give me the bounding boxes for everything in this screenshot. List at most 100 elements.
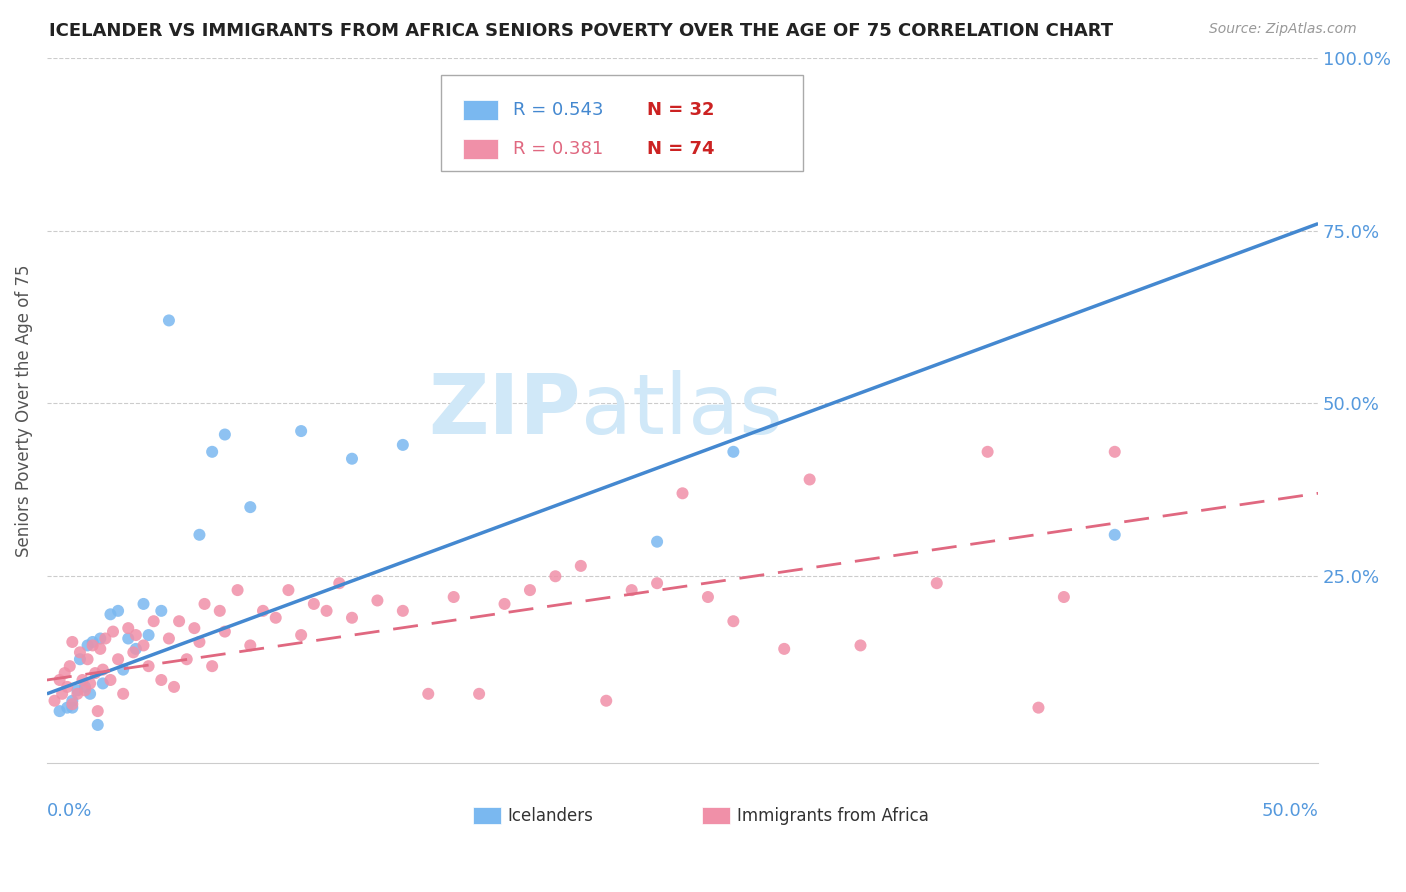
Point [1104, 445, 1126, 459]
Point [569, 558, 592, 573]
Point [176, 652, 198, 666]
Point [122, 645, 145, 659]
Point [183, 621, 205, 635]
Text: Immigrants from Africa: Immigrants from Africa [737, 807, 929, 825]
Point [76, 639, 98, 653]
Point [925, 576, 948, 591]
Point [89, 641, 111, 656]
Point [89, 632, 111, 646]
Point [132, 639, 155, 653]
Point [645, 534, 668, 549]
Point [849, 639, 872, 653]
Point [142, 614, 165, 628]
Point [117, 632, 139, 646]
Point [51, 687, 73, 701]
Point [392, 438, 415, 452]
Point [201, 659, 224, 673]
Text: ZIP: ZIP [429, 370, 581, 450]
Text: R = 0.381: R = 0.381 [513, 140, 603, 159]
Point [214, 624, 236, 639]
Point [723, 614, 745, 628]
Point [79, 687, 101, 701]
Point [264, 611, 287, 625]
Point [799, 473, 821, 487]
Point [620, 583, 643, 598]
Point [519, 583, 541, 598]
Point [157, 632, 180, 646]
Text: 0.0%: 0.0% [46, 802, 93, 820]
Point [366, 593, 388, 607]
Text: Source: ZipAtlas.com: Source: ZipAtlas.com [1209, 22, 1357, 37]
Point [94, 632, 117, 646]
Point [328, 576, 350, 591]
Point [101, 624, 124, 639]
FancyBboxPatch shape [702, 806, 730, 824]
Point [73, 683, 96, 698]
Text: Icelanders: Icelanders [508, 807, 593, 825]
FancyBboxPatch shape [472, 806, 501, 824]
Point [66, 683, 89, 698]
Point [201, 445, 224, 459]
Point [84, 666, 107, 681]
Point [60, 635, 83, 649]
Point [117, 621, 139, 635]
Point [595, 694, 617, 708]
Point [79, 676, 101, 690]
Point [315, 604, 337, 618]
Point [188, 528, 211, 542]
Point [82, 635, 104, 649]
Point [73, 680, 96, 694]
Point [226, 583, 249, 598]
Point [340, 451, 363, 466]
Point [107, 652, 129, 666]
Point [1104, 528, 1126, 542]
Point [87, 704, 110, 718]
Point [125, 641, 148, 656]
Point [239, 639, 262, 653]
Point [87, 718, 110, 732]
Point [773, 641, 796, 656]
Point [100, 607, 122, 622]
Point [1028, 700, 1050, 714]
Point [112, 687, 135, 701]
Point [132, 597, 155, 611]
FancyBboxPatch shape [441, 75, 803, 170]
Point [76, 652, 98, 666]
Text: N = 32: N = 32 [647, 101, 714, 119]
Point [138, 659, 160, 673]
FancyBboxPatch shape [463, 139, 498, 160]
Point [60, 697, 83, 711]
Point [239, 500, 262, 515]
Point [150, 673, 173, 687]
Point [138, 628, 160, 642]
Point [645, 576, 668, 591]
Point [72, 673, 94, 687]
Text: ICELANDER VS IMMIGRANTS FROM AFRICA SENIORS POVERTY OVER THE AGE OF 75 CORRELATI: ICELANDER VS IMMIGRANTS FROM AFRICA SENI… [49, 22, 1114, 40]
Point [340, 611, 363, 625]
Point [167, 614, 190, 628]
Point [392, 604, 415, 618]
FancyBboxPatch shape [463, 100, 498, 120]
Point [418, 687, 440, 701]
Point [723, 445, 745, 459]
Point [277, 583, 299, 598]
Point [44, 694, 66, 708]
Point [125, 628, 148, 642]
Point [56, 680, 79, 694]
Point [59, 659, 82, 673]
Point [290, 628, 312, 642]
Point [697, 590, 720, 604]
Point [302, 597, 325, 611]
Point [100, 673, 122, 687]
Text: N = 74: N = 74 [647, 140, 714, 159]
Text: atlas: atlas [581, 370, 783, 450]
Point [91, 663, 114, 677]
Point [53, 666, 76, 681]
Point [157, 313, 180, 327]
Point [91, 676, 114, 690]
Point [544, 569, 567, 583]
Text: R = 0.543: R = 0.543 [513, 101, 605, 119]
Point [193, 597, 215, 611]
Point [494, 597, 516, 611]
Point [252, 604, 274, 618]
